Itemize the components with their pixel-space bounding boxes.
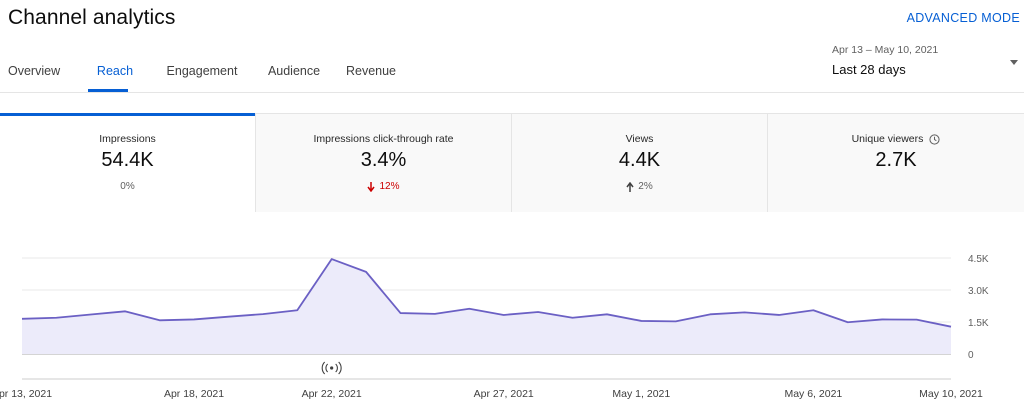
advanced-mode-link[interactable]: ADVANCED MODE [906, 11, 1020, 25]
date-range-picker[interactable]: Apr 13 – May 10, 2021 Last 28 days [832, 44, 1020, 84]
metric-change-text: 12% [379, 181, 400, 192]
caret-down-icon [1010, 60, 1018, 65]
metric-change-text: 0% [120, 181, 135, 192]
x-tick-label: May 10, 2021 [919, 388, 983, 400]
y-tick-label: 3.0K [968, 286, 989, 297]
x-tick-label: May 1, 2021 [612, 388, 670, 400]
metric-card-ctr[interactable]: Impressions click-through rate 3.4% 12% [256, 114, 512, 212]
y-tick-label: 0 [968, 350, 974, 361]
metric-change: 2% [512, 181, 767, 192]
metric-card-unique-viewers[interactable]: Unique viewers 2.7K [768, 114, 1024, 212]
metric-label-text: Unique viewers [851, 133, 924, 145]
x-tick-label: Apr 22, 2021 [302, 388, 362, 400]
x-tick-label: Apr 18, 2021 [164, 388, 224, 400]
metric-change: 12% [256, 181, 511, 192]
metric-value: 54.4K [101, 149, 154, 171]
metric-label: Unique viewers [768, 133, 1024, 145]
tab-revenue[interactable]: Revenue [345, 64, 397, 78]
tabs-divider [0, 92, 1024, 93]
y-tick-label: 1.5K [968, 318, 989, 329]
x-tick-label: Apr 27, 2021 [474, 388, 534, 400]
date-range-label: Last 28 days [832, 62, 906, 77]
area-fill [22, 259, 951, 354]
date-range-text: Apr 13 – May 10, 2021 [832, 44, 939, 56]
metric-label-text: Impressions [99, 133, 156, 145]
metric-card-impressions[interactable]: Impressions 54.4K 0% [0, 113, 256, 212]
series-line [21, 258, 952, 328]
metric-change-text: 2% [638, 181, 653, 192]
metric-change: 0% [0, 181, 255, 192]
x-tick-label: May 6, 2021 [784, 388, 842, 400]
metric-card-views[interactable]: Views 4.4K 2% [512, 114, 768, 212]
arrow-down-icon [367, 181, 376, 192]
metric-value: 4.4K [618, 149, 661, 171]
metric-value: 3.4% [360, 149, 407, 171]
metric-label: Impressions click-through rate [256, 133, 511, 145]
reach-chart: 0 1.5K 3.0K 4.5K Apr 13, 2021 Apr 18, 2021 Apr… [0, 254, 989, 400]
tab-engagement[interactable]: Engagement [166, 64, 238, 78]
metric-label: Views [512, 133, 767, 145]
active-tab-indicator [88, 89, 128, 92]
metric-value: 2.7K [875, 149, 917, 171]
arrow-up-icon [626, 181, 634, 192]
tab-bar: Overview Reach Engagement Audience Reven… [0, 50, 416, 92]
tab-overview[interactable]: Overview [8, 64, 61, 78]
metric-label-text: Views [625, 133, 654, 145]
x-tick-label: Apr 13, 2021 [0, 388, 52, 400]
page-title: Channel analytics [8, 6, 176, 29]
metric-cards: Impressions 54.4K 0% Impressions click-t… [0, 113, 1024, 212]
tab-audience[interactable]: Audience [267, 64, 321, 78]
clock-icon[interactable] [929, 133, 940, 145]
y-tick-label: 4.5K [968, 254, 989, 265]
broadcast-icon[interactable] [321, 361, 342, 375]
metric-label: Impressions [0, 133, 255, 145]
metric-label-text: Impressions click-through rate [313, 133, 454, 145]
tab-reach[interactable]: Reach [96, 64, 134, 78]
